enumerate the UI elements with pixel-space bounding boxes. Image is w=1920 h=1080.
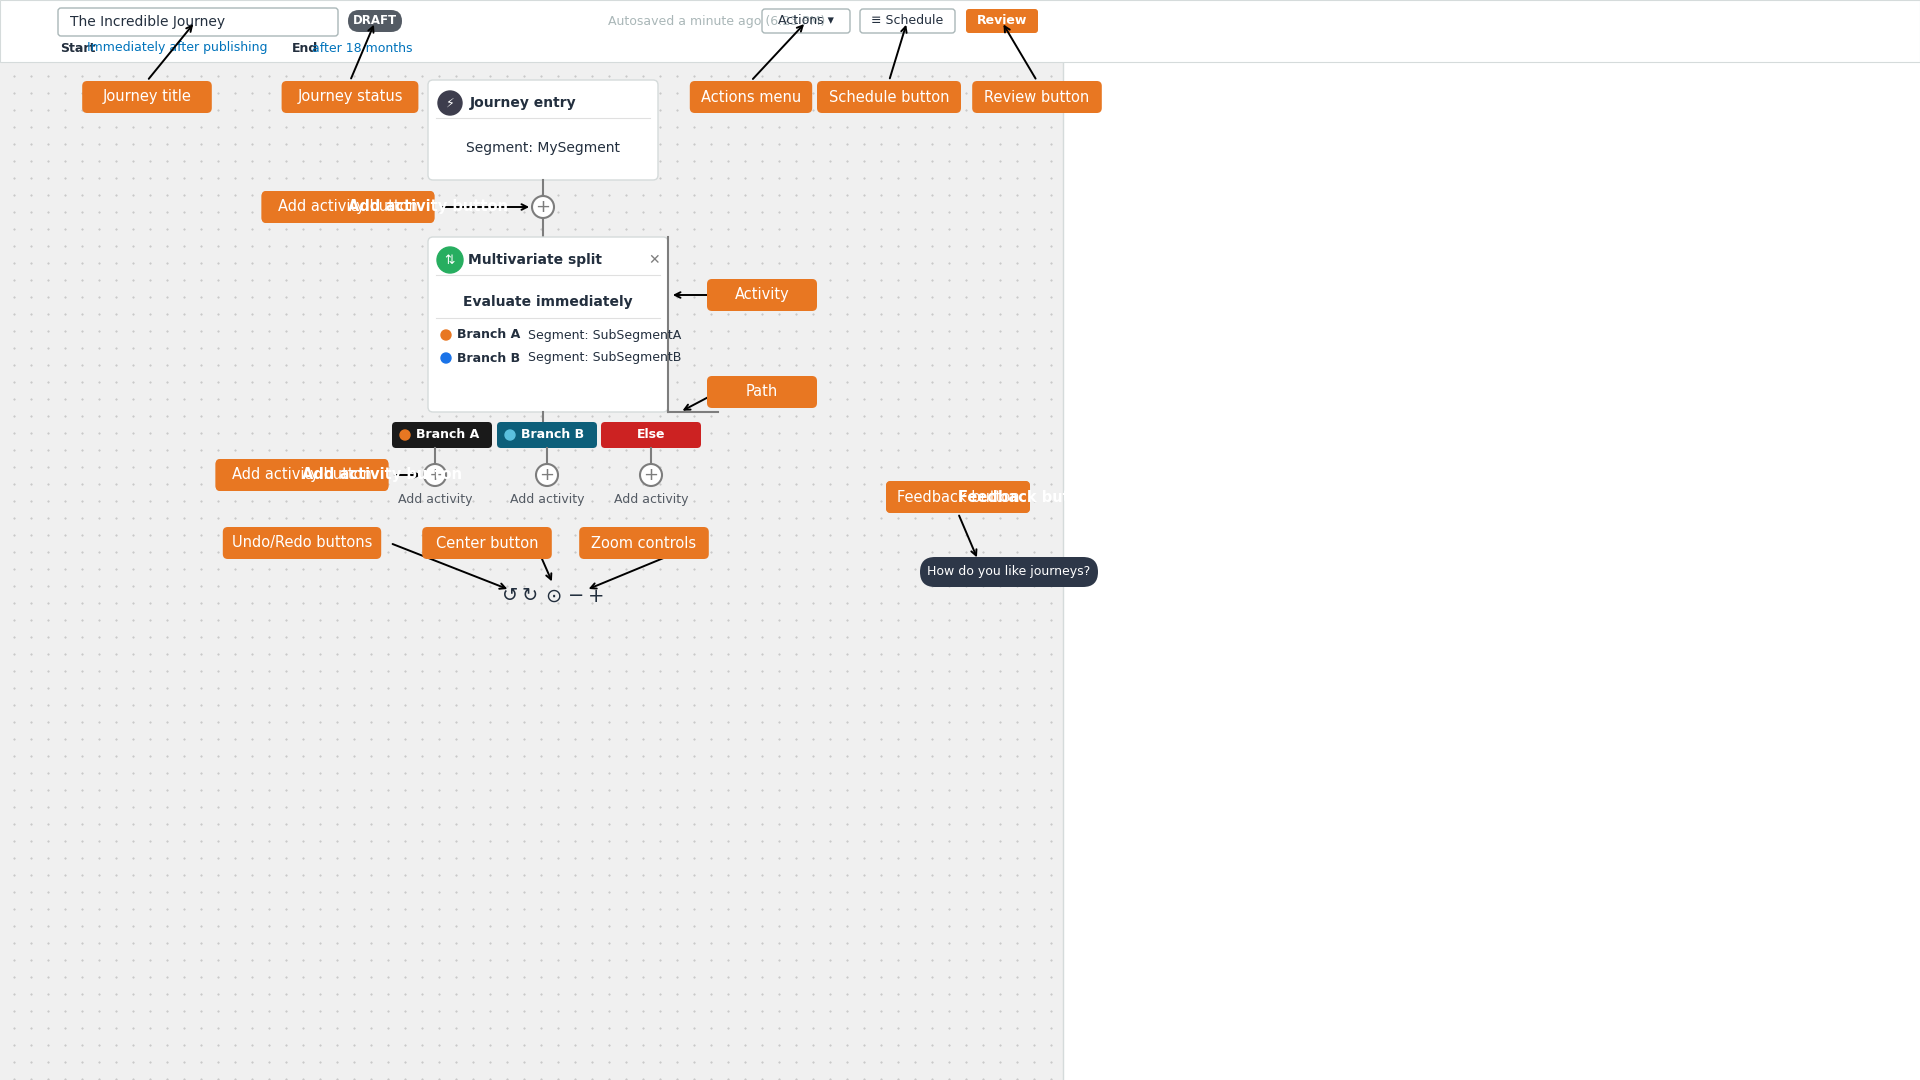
Text: Add activity: Add activity	[397, 494, 472, 507]
Text: ⊙: ⊙	[545, 586, 561, 606]
Text: DRAFT: DRAFT	[353, 14, 397, 27]
FancyBboxPatch shape	[762, 9, 851, 33]
FancyBboxPatch shape	[966, 9, 1039, 33]
Text: Add activity button: Add activity button	[348, 200, 509, 215]
Bar	[0, 0, 1920, 62]
Text: Activity: Activity	[735, 287, 789, 302]
Text: Zoom controls: Zoom controls	[591, 536, 697, 551]
Text: Branch A: Branch A	[417, 429, 480, 442]
Circle shape	[442, 353, 451, 363]
FancyBboxPatch shape	[885, 481, 1029, 513]
Text: ↺: ↺	[501, 586, 518, 606]
Text: Feedback button: Feedback button	[958, 489, 1098, 504]
Circle shape	[438, 247, 463, 273]
Text: Segment: SubSegmentB: Segment: SubSegmentB	[528, 351, 682, 365]
FancyBboxPatch shape	[223, 527, 382, 559]
FancyBboxPatch shape	[392, 422, 492, 448]
Text: Add activity button: Add activity button	[278, 200, 419, 215]
FancyBboxPatch shape	[972, 81, 1102, 113]
FancyBboxPatch shape	[497, 422, 597, 448]
Text: Review button: Review button	[985, 90, 1091, 105]
Text: Segment: MySegment: Segment: MySegment	[467, 141, 620, 156]
Circle shape	[442, 330, 451, 340]
Text: after 18 months: after 18 months	[311, 41, 413, 54]
FancyBboxPatch shape	[707, 279, 818, 311]
Text: Feedback button: Feedback button	[897, 489, 1020, 504]
FancyBboxPatch shape	[601, 422, 701, 448]
Circle shape	[639, 464, 662, 486]
Text: Schedule button: Schedule button	[829, 90, 948, 105]
FancyBboxPatch shape	[58, 8, 338, 36]
Text: Journey entry: Journey entry	[470, 96, 576, 110]
FancyBboxPatch shape	[818, 81, 962, 113]
Text: +: +	[428, 465, 442, 484]
Text: The Incredible Journey: The Incredible Journey	[69, 15, 225, 29]
FancyBboxPatch shape	[707, 376, 818, 408]
Text: −: −	[568, 586, 584, 606]
Circle shape	[438, 91, 463, 114]
Text: How do you like journeys?: How do you like journeys?	[927, 566, 1091, 579]
Text: Add activity: Add activity	[509, 494, 584, 507]
FancyBboxPatch shape	[689, 81, 812, 113]
Text: Add activity: Add activity	[614, 494, 687, 507]
Text: Review: Review	[977, 14, 1027, 27]
Text: Branch B: Branch B	[457, 351, 520, 365]
Text: ⇅: ⇅	[445, 254, 455, 267]
Text: Evaluate immediately: Evaluate immediately	[463, 295, 634, 309]
Text: End: End	[292, 41, 319, 54]
Circle shape	[532, 195, 555, 218]
FancyBboxPatch shape	[282, 81, 419, 113]
Text: Actions ▾: Actions ▾	[778, 14, 833, 27]
Text: +: +	[588, 586, 605, 606]
Text: ≡ Schedule: ≡ Schedule	[872, 14, 943, 27]
Text: Undo/Redo buttons: Undo/Redo buttons	[232, 536, 372, 551]
FancyBboxPatch shape	[261, 191, 434, 222]
Text: Immediately after publishing: Immediately after publishing	[86, 41, 267, 54]
Text: +: +	[643, 465, 659, 484]
FancyBboxPatch shape	[885, 481, 1029, 513]
Text: +: +	[536, 198, 551, 216]
Text: Segment: SubSegmentA: Segment: SubSegmentA	[528, 328, 682, 341]
Text: Else: Else	[637, 429, 664, 442]
FancyBboxPatch shape	[83, 81, 211, 113]
Text: Journey status: Journey status	[298, 90, 403, 105]
Circle shape	[536, 464, 559, 486]
Text: Center button: Center button	[436, 536, 538, 551]
FancyBboxPatch shape	[580, 527, 708, 559]
Text: Path: Path	[745, 384, 778, 400]
Bar	[1064, 62, 1920, 1080]
Text: Add activity button: Add activity button	[301, 468, 463, 483]
Text: ✕: ✕	[649, 253, 660, 267]
Text: +: +	[540, 465, 555, 484]
FancyBboxPatch shape	[348, 10, 401, 32]
FancyBboxPatch shape	[428, 80, 659, 180]
Circle shape	[399, 430, 411, 440]
Text: Start: Start	[60, 41, 96, 54]
FancyBboxPatch shape	[215, 459, 388, 491]
Bar	[0, 62, 1064, 1080]
FancyBboxPatch shape	[422, 527, 551, 559]
FancyBboxPatch shape	[428, 237, 668, 411]
Text: Journey title: Journey title	[102, 90, 192, 105]
FancyBboxPatch shape	[215, 459, 388, 491]
FancyBboxPatch shape	[261, 191, 434, 222]
Text: Branch B: Branch B	[522, 429, 584, 442]
Text: ↻: ↻	[522, 586, 538, 606]
FancyBboxPatch shape	[920, 557, 1098, 588]
Circle shape	[424, 464, 445, 486]
Text: Branch A: Branch A	[457, 328, 520, 341]
Text: Actions menu: Actions menu	[701, 90, 801, 105]
Text: Autosaved a minute ago (6:23 PM): Autosaved a minute ago (6:23 PM)	[609, 15, 826, 28]
FancyBboxPatch shape	[860, 9, 954, 33]
Text: Add activity button: Add activity button	[232, 468, 372, 483]
Text: Multivariate split: Multivariate split	[468, 253, 603, 267]
Text: ⚡: ⚡	[445, 96, 455, 109]
Circle shape	[505, 430, 515, 440]
